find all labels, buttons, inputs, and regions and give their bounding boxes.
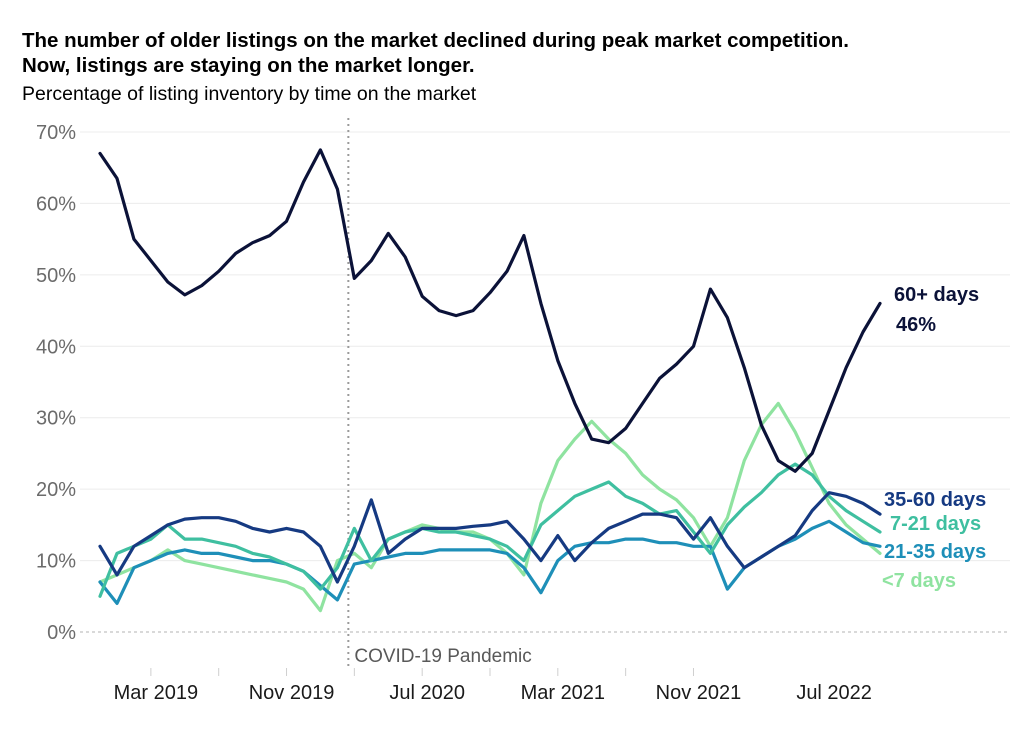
series-line-35-60-days [98,491,882,584]
y-tick-label: 20% [36,479,76,501]
y-axis-ticks: 0% 10% 20% 30% 40% 50% 60% 70% [36,122,76,644]
y-tick-label: 0% [47,622,76,644]
chart-subtitle: Percentage of listing inventory by time … [22,83,477,105]
x-axis-ticks: Mar 2019 Nov 2019 Jul 2020 Mar 2021 Nov 2021… [114,668,872,704]
pandemic-label: COVID-19 Pandemic [354,646,531,667]
y-tick-label: 60% [36,193,76,215]
series-lines [98,148,882,613]
series-label-7-21-days: 7-21 days [890,513,981,535]
y-tick-label: 70% [36,122,76,144]
x-tick-label: Mar 2021 [521,682,606,704]
x-tick-label: Nov 2021 [656,682,742,704]
y-tick-label: 40% [36,336,76,358]
pandemic-annotation: COVID-19 Pandemic [347,118,532,668]
y-tick-label: 10% [36,551,76,573]
title-line-2: Now, listings are staying on the market … [22,54,475,77]
series-line--7-days [98,401,882,613]
series-label-21-35-days: 21-35 days [884,541,986,563]
series-line-21-35-days [98,519,882,605]
series-line-7-21-days [98,462,882,598]
y-tick-label: 30% [36,408,76,430]
series-line-60-days [98,148,882,473]
y-tick-label: 50% [36,265,76,287]
series-label-35-60-days: 35-60 days [884,489,986,511]
end-value-label: 46% [896,314,936,336]
x-tick-label: Mar 2019 [114,682,199,704]
x-tick-label: Nov 2019 [249,682,335,704]
series-label-60-days: 60+ days [894,284,979,306]
series-label--7-days: <7 days [882,570,956,592]
title-line-1: The number of older listings on the mark… [22,29,849,52]
chart-title: The number of older listings on the mark… [22,28,849,78]
gridlines [80,131,1010,633]
x-tick-label: Jul 2020 [389,682,465,704]
x-tick-label: Jul 2022 [796,682,872,704]
